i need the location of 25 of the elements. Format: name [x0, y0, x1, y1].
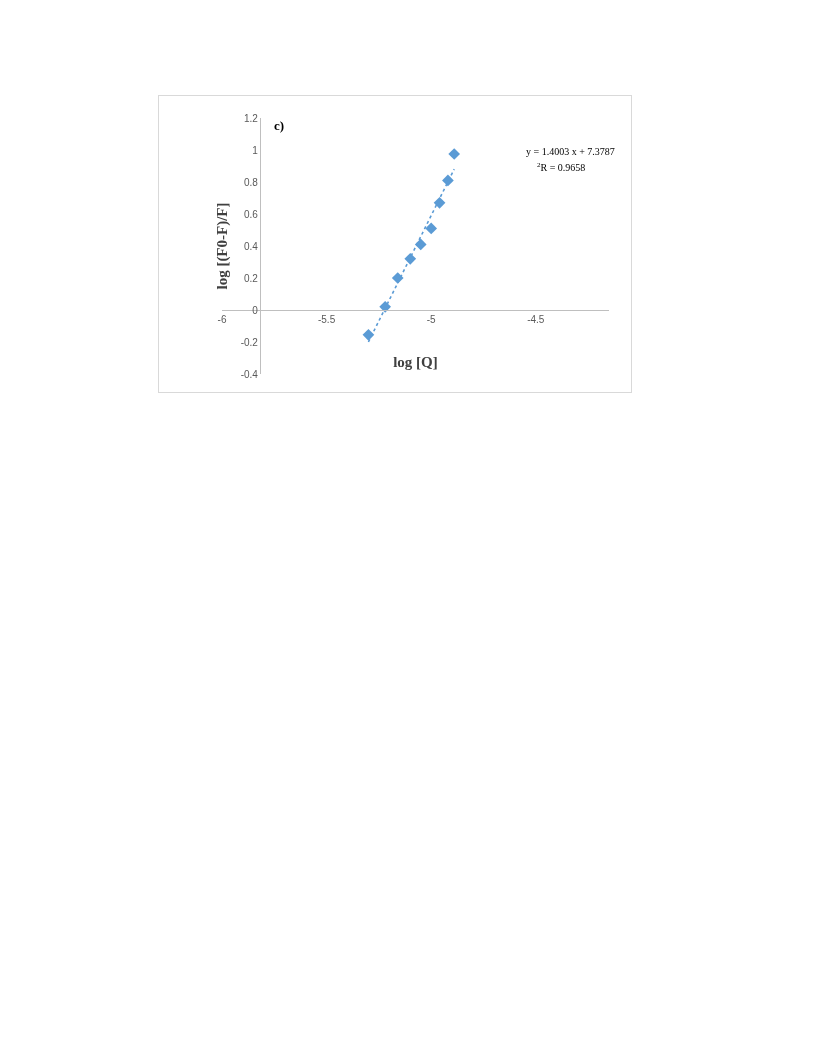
- point: [442, 174, 454, 187]
- y-tick-label: 0.6: [244, 208, 259, 220]
- y-axis-title: log [(F0-F)/F]: [213, 202, 231, 290]
- point: [448, 148, 461, 160]
- y-tick-label: 0: [252, 304, 259, 316]
- point: [425, 222, 438, 235]
- x-tick-label: -5: [426, 314, 437, 325]
- point: [414, 238, 427, 251]
- x-axis-title: log [Q]: [393, 354, 438, 370]
- annotation: y = 1.4003 x + 7.3787: [526, 146, 615, 157]
- annotation: $^{2}$R = 0.9658: [537, 161, 586, 174]
- x-tick-label: -5.5: [317, 314, 336, 325]
- x-tick-label: -4.5: [527, 314, 545, 325]
- annotation: c): [274, 118, 285, 133]
- point: [362, 328, 375, 341]
- y-tick-label: 0.4: [244, 240, 259, 252]
- point: [391, 272, 404, 284]
- y-tick-label: 1.2: [244, 112, 259, 124]
- y-tick-label: 1: [252, 144, 259, 156]
- y-tick-label: 0.2: [244, 272, 259, 284]
- y-tick-label: -0.4: [240, 368, 259, 380]
- y-tick-label: -0.2: [240, 336, 259, 348]
- y-tick-label: 0.8: [244, 176, 259, 188]
- point: [433, 196, 446, 209]
- x-tick-label: -6: [217, 314, 227, 325]
